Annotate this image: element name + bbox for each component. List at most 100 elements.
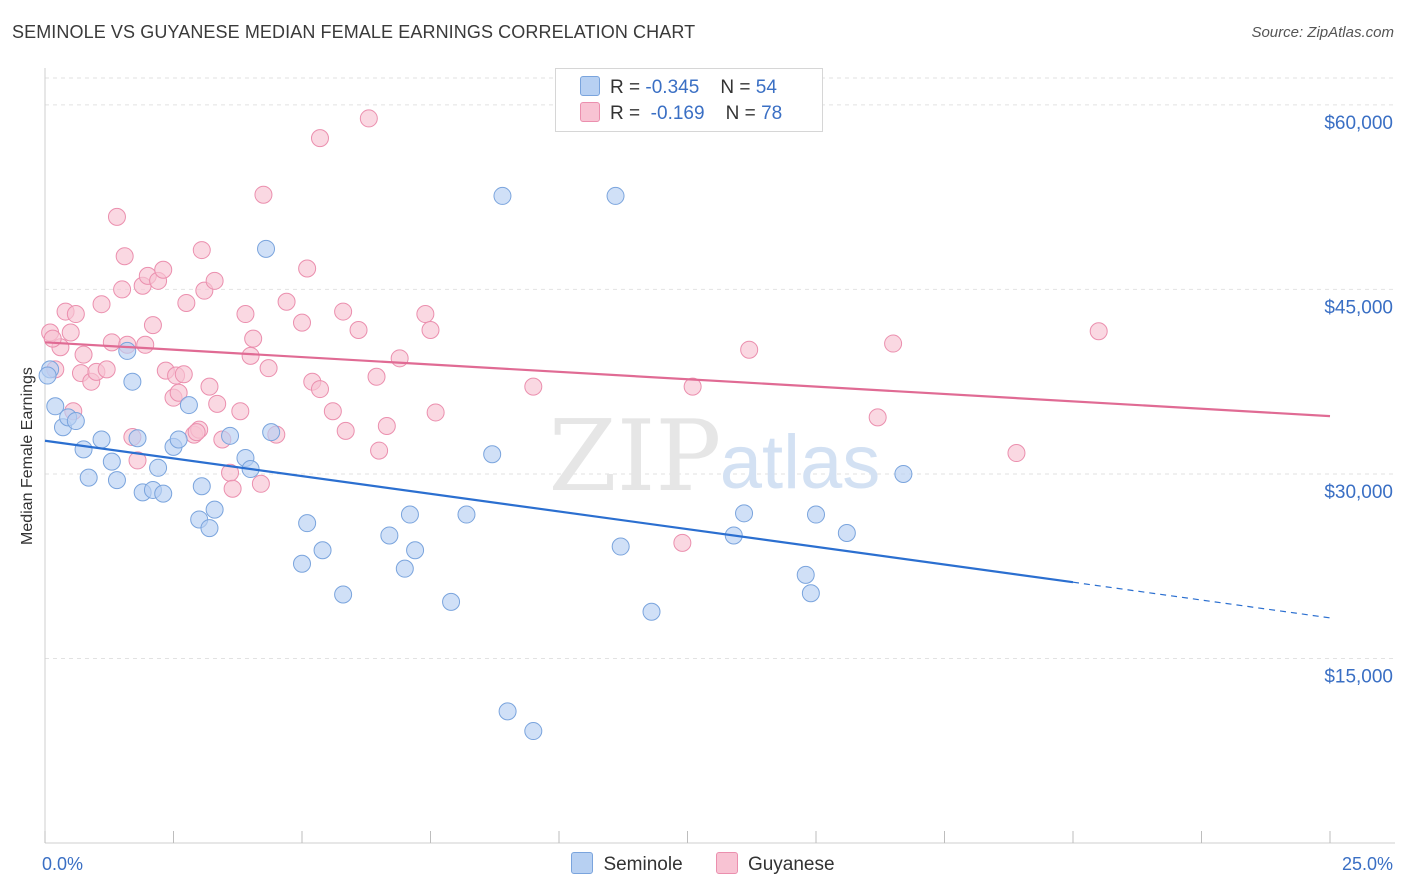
y-tick-label: $45,000 [1324, 297, 1393, 318]
guyanese-point [310, 380, 329, 399]
legend-row-seminole: R = -0.345 N = 54 [580, 76, 777, 100]
seminole-point [395, 559, 414, 578]
guyanese-point [868, 408, 887, 427]
seminole-point [837, 524, 856, 542]
seminole-point [400, 505, 419, 524]
seminole-point [498, 702, 517, 721]
guyanese-point [884, 334, 903, 353]
y-tick-label: $30,000 [1324, 482, 1393, 503]
guyanese-point [740, 340, 759, 359]
seminole-point [123, 372, 142, 391]
seminole-points [38, 186, 913, 741]
seminole-point [46, 397, 65, 416]
seminole-point [380, 526, 399, 545]
guyanese-point [1089, 322, 1108, 341]
seminole-point [74, 440, 93, 459]
guyanese-point [66, 305, 85, 324]
seminole-point [735, 504, 754, 523]
guyanese-point [310, 129, 329, 148]
legend-label-guyanese: Guyanese [747, 854, 835, 875]
seminole-point [92, 430, 111, 449]
guyanese-point [244, 329, 263, 348]
guyanese-point [231, 402, 250, 421]
chart-title: SEMINOLE VS GUYANESE MEDIAN FEMALE EARNI… [12, 22, 696, 42]
source-credit: Source: ZipAtlas.com [1251, 24, 1394, 41]
legend-n-label: N = [725, 103, 756, 124]
seminole-trend-extension [1072, 581, 1331, 619]
guyanese-point [277, 292, 296, 311]
guyanese-point [370, 441, 389, 460]
legend-r-label: R = [610, 103, 641, 124]
seminole-point [262, 423, 281, 442]
legend-r-value: -0.169 [650, 103, 705, 124]
seminole-swatch [571, 852, 594, 874]
trend-lines [44, 341, 1331, 619]
watermark-zip: ZIP [549, 400, 722, 514]
seminole-point [257, 239, 276, 258]
guyanese-point [205, 271, 224, 290]
guyanese-point [113, 280, 132, 299]
legend-r-value: -0.345 [645, 77, 700, 98]
guyanese-swatch [715, 852, 738, 874]
seminole-point [179, 396, 198, 415]
guyanese-point [61, 323, 80, 342]
guyanese-point [241, 346, 260, 365]
seminole-point [796, 565, 815, 584]
seminole-point [807, 505, 825, 524]
gridlines [45, 77, 1395, 659]
guyanese-point [367, 367, 386, 386]
axes [44, 68, 1395, 844]
guyanese-point [143, 316, 162, 335]
guyanese-point [136, 335, 155, 354]
guyanese-point [293, 313, 311, 332]
guyanese-point [43, 329, 62, 348]
seminole-point [442, 592, 461, 611]
seminole-point [642, 602, 661, 621]
guyanese-point [1007, 444, 1026, 463]
guyanese-point [334, 302, 353, 321]
seminole-point [221, 426, 240, 445]
guyanese-point [154, 260, 173, 279]
guyanese-point [421, 321, 440, 340]
series-legend: Seminole Guyanese [0, 852, 1406, 876]
guyanese-point [102, 333, 121, 352]
seminole-point [118, 341, 137, 360]
seminole-point [524, 722, 543, 741]
guyanese-point [683, 377, 702, 396]
seminole-point [611, 537, 630, 556]
guyanese-point [187, 423, 206, 442]
y-tick-label: $60,000 [1324, 113, 1393, 134]
watermark-atlas: atlas [720, 420, 881, 505]
seminole-point [192, 477, 211, 496]
guyanese-point [223, 479, 242, 498]
legend-label-seminole: Seminole [603, 854, 683, 875]
legend-n-value: 54 [755, 77, 777, 98]
seminole-point [154, 484, 173, 503]
guyanese-point [349, 321, 368, 340]
guyanese-point [128, 451, 147, 470]
seminole-point [606, 186, 625, 205]
guyanese-point [336, 421, 355, 440]
guyanese-point [254, 185, 273, 204]
legend-n-label: N = [720, 77, 751, 98]
guyanese-point [390, 349, 409, 368]
x-tick-label: 0.0% [42, 854, 83, 874]
seminole-point [298, 514, 317, 533]
guyanese-point [107, 207, 126, 226]
seminole-point [128, 429, 147, 448]
guyanese-point [92, 295, 111, 314]
guyanese-point [177, 293, 196, 312]
guyanese-point [524, 377, 543, 396]
guyanese-point [259, 359, 278, 378]
guyanese-trend-line [44, 341, 1331, 418]
seminole-point [200, 519, 219, 538]
seminole-point [169, 430, 188, 449]
guyanese-point [174, 365, 193, 384]
guyanese-point [323, 402, 342, 421]
legend-item-seminole: Seminole [571, 852, 683, 876]
guyanese-point [673, 533, 692, 552]
y-tick-label: $15,000 [1324, 666, 1393, 687]
seminole-point [205, 500, 224, 519]
seminole-point [66, 412, 85, 431]
tick-labels: $15,000 $30,000 $45,000 $60,000 0.0% 25.0% [42, 113, 1393, 874]
